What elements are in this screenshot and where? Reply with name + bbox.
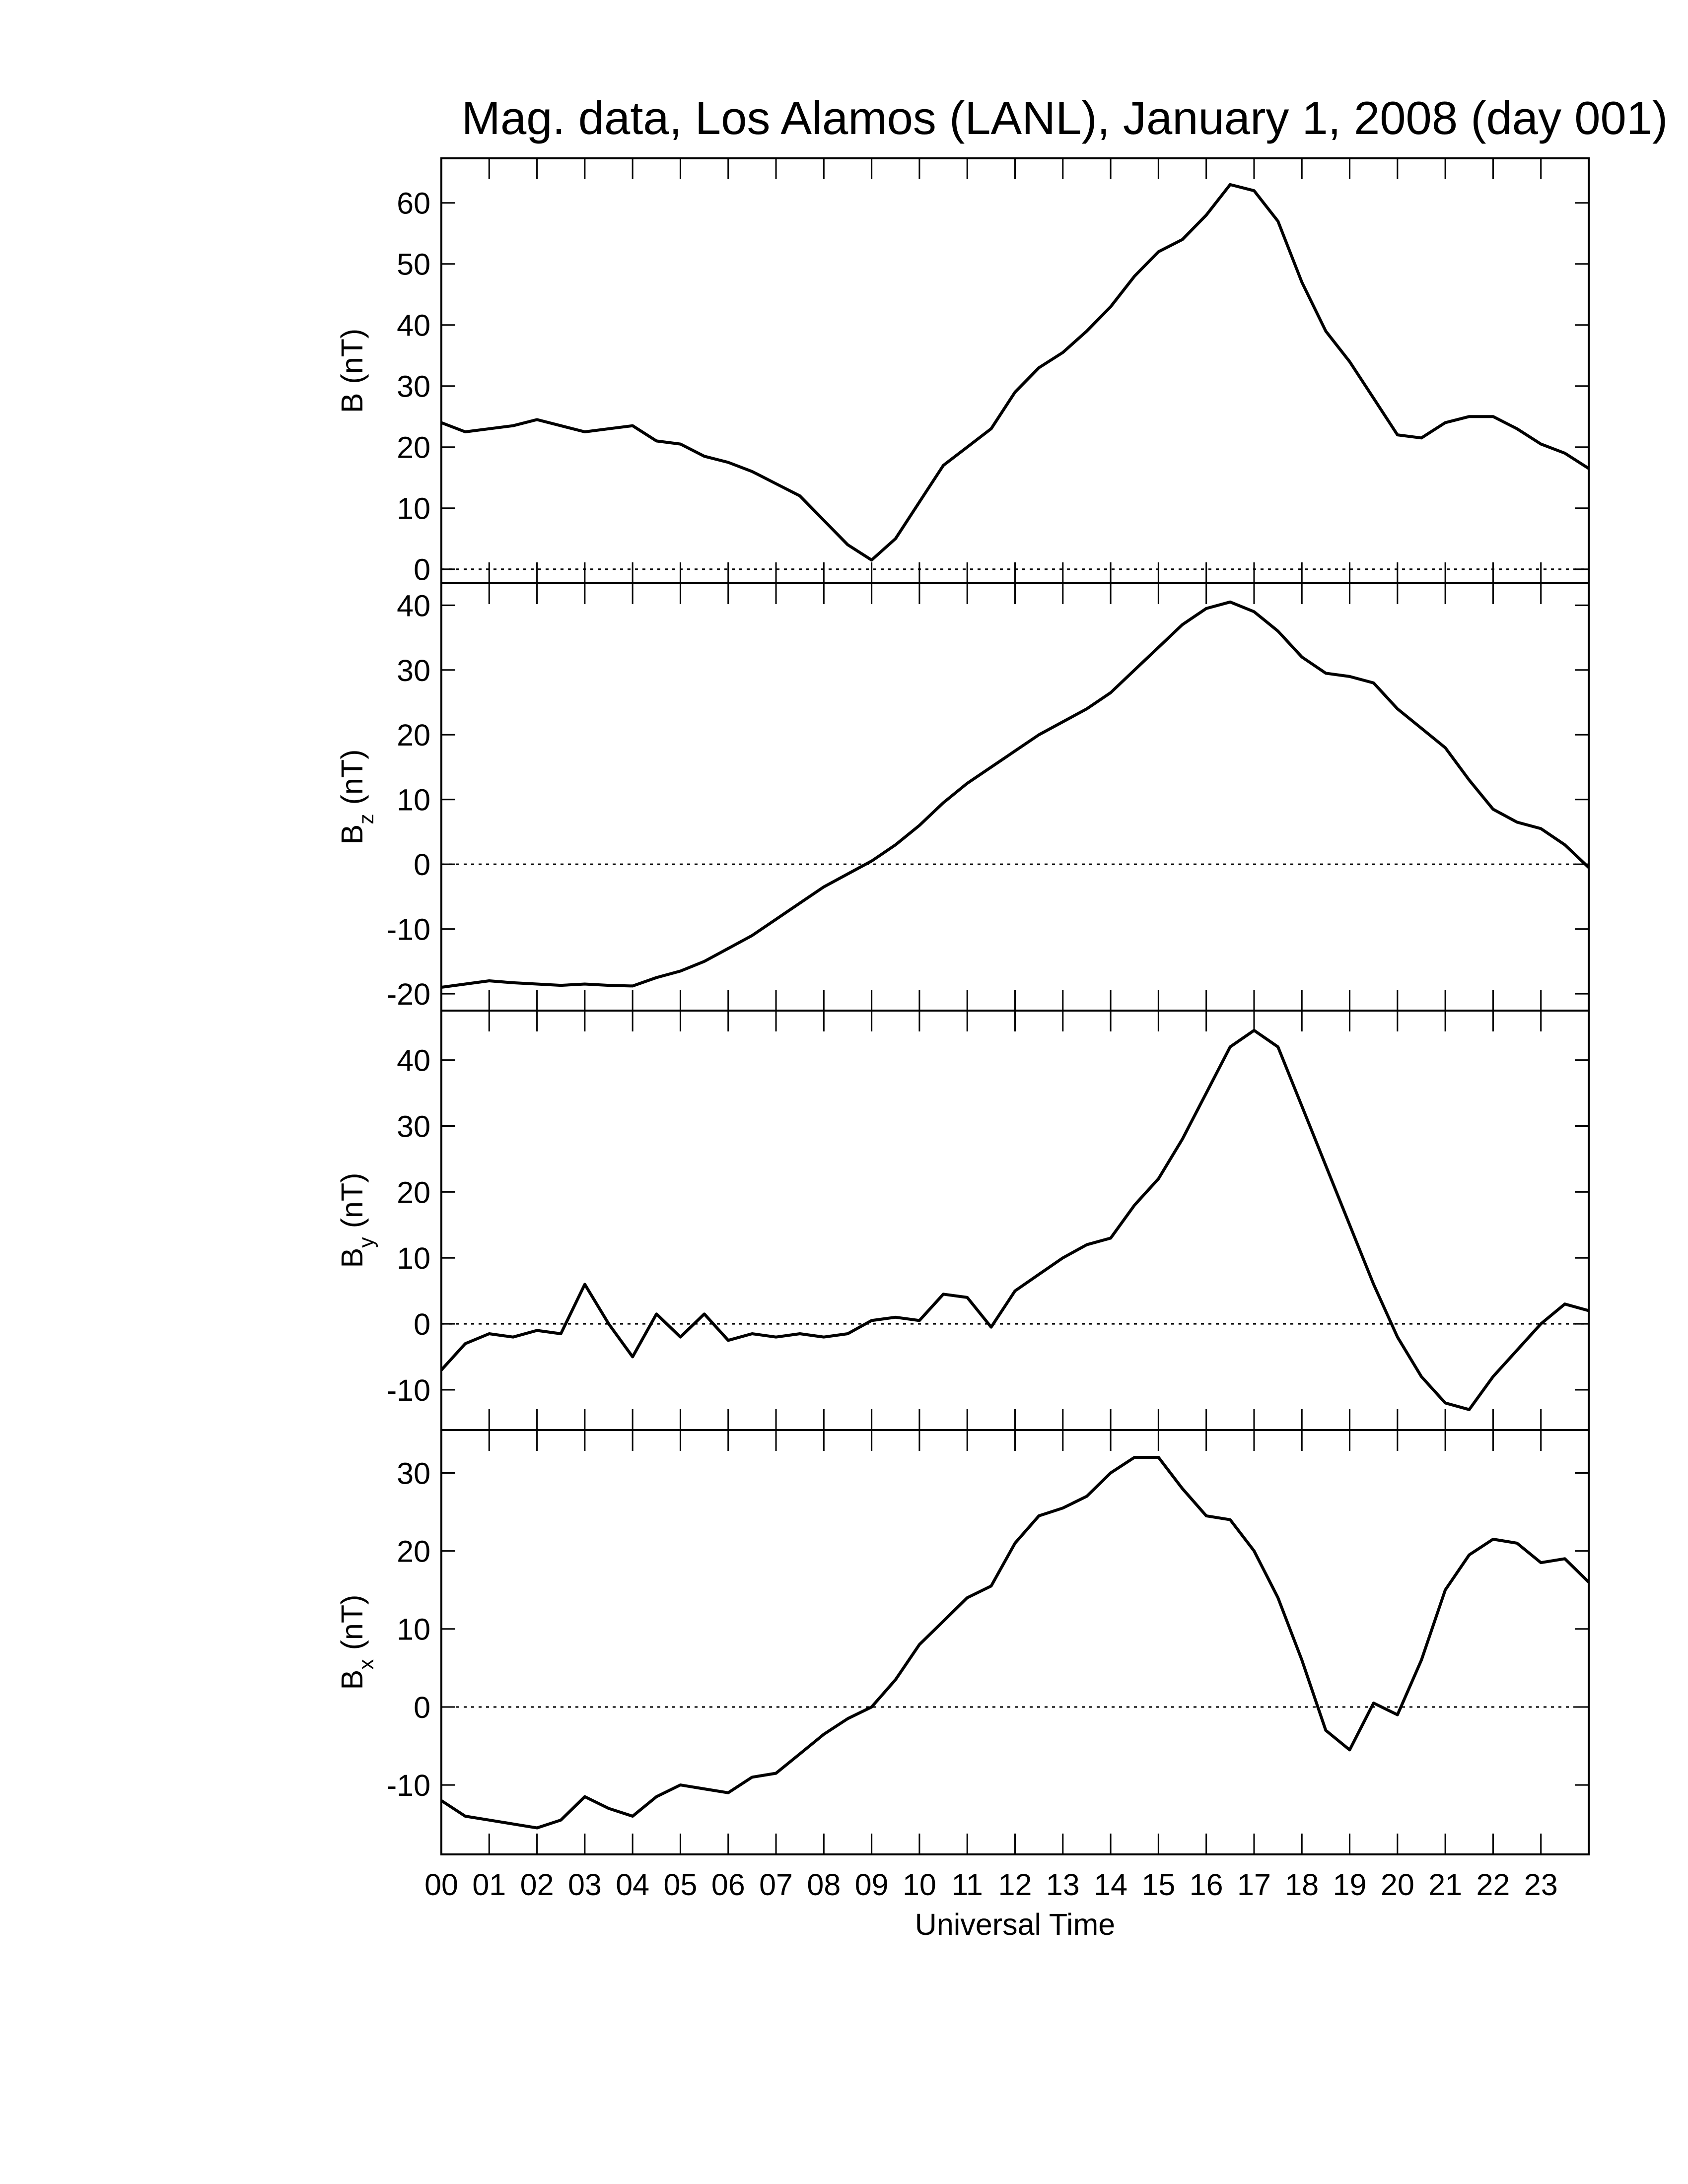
- y-tick-label: 30: [397, 654, 430, 687]
- y-axis-label-sub: z: [354, 814, 378, 824]
- y-tick-label: 0: [414, 1691, 430, 1724]
- y-tick-label: -10: [387, 913, 430, 947]
- plot-frame: [440, 157, 1590, 584]
- x-tick-label: 01: [472, 1868, 506, 1902]
- y-axis-label: Bx (nT): [335, 1595, 378, 1690]
- x-tick-label: 02: [520, 1868, 554, 1902]
- x-tick-label: 14: [1094, 1868, 1127, 1902]
- x-tick-label: 15: [1141, 1868, 1175, 1902]
- y-tick-label: -20: [387, 977, 430, 1011]
- y-axis-label-base: B: [335, 1248, 369, 1268]
- x-tick-label: 08: [807, 1868, 841, 1902]
- x-tick-label: 00: [424, 1868, 458, 1902]
- y-tick-label: -10: [387, 1373, 430, 1407]
- y-tick-label: 10: [397, 492, 430, 526]
- x-tick-label: 07: [759, 1868, 793, 1902]
- x-tick-label: 12: [998, 1868, 1032, 1902]
- y-tick-label: 0: [414, 553, 430, 587]
- y-tick-label: 10: [397, 1613, 430, 1646]
- y-tick-label: 40: [397, 589, 430, 622]
- chart-title: Mag. data, Los Alamos (LANL), January 1,…: [462, 92, 1668, 144]
- y-tick-label: 20: [397, 431, 430, 465]
- x-tick-label: 21: [1428, 1868, 1462, 1902]
- y-axis-label-unit: (nT): [335, 329, 369, 384]
- plot-frame: [440, 582, 1590, 1012]
- y-axis-label: By (nT): [335, 1173, 378, 1268]
- x-tick-label: 19: [1333, 1868, 1367, 1902]
- x-tick-label: 10: [903, 1868, 936, 1902]
- y-axis-label: B (nT): [335, 329, 369, 413]
- y-tick-label: 20: [397, 718, 430, 752]
- y-tick-label: 40: [397, 1044, 430, 1078]
- x-tick-label: 04: [616, 1868, 649, 1902]
- y-axis-label-unit: (nT): [335, 750, 369, 805]
- y-tick-label: 0: [414, 1307, 430, 1341]
- y-tick-label: 60: [397, 187, 430, 220]
- y-tick-label: 30: [397, 1456, 430, 1490]
- x-tick-label: 09: [855, 1868, 889, 1902]
- x-tick-label: 13: [1046, 1868, 1080, 1902]
- y-axis-label-sub: y: [354, 1237, 378, 1248]
- x-tick-label: 23: [1524, 1868, 1558, 1902]
- data-line: [440, 183, 1590, 562]
- y-axis-label-unit: (nT): [335, 1595, 369, 1650]
- y-tick-label: 30: [397, 370, 430, 404]
- data-line: [441, 600, 1590, 989]
- x-tick-label: 22: [1476, 1868, 1510, 1902]
- y-axis-label-unit: (nT): [335, 1173, 369, 1228]
- x-tick-label: 17: [1237, 1868, 1271, 1902]
- y-tick-label: 10: [397, 1241, 430, 1275]
- x-tick-label: 03: [568, 1868, 602, 1902]
- x-tick-label: 20: [1381, 1868, 1414, 1902]
- x-tick-label: 05: [664, 1868, 698, 1902]
- y-axis-label-sub: x: [354, 1659, 378, 1669]
- plot-frame: [440, 1429, 1590, 1855]
- y-tick-label: 40: [397, 309, 430, 342]
- data-line: [440, 1028, 1589, 1411]
- y-tick-label: 20: [397, 1535, 430, 1569]
- data-line: [440, 1456, 1590, 1830]
- y-tick-label: -10: [387, 1769, 430, 1802]
- x-tick-label: 06: [711, 1868, 745, 1902]
- y-tick-label: 30: [397, 1109, 430, 1143]
- y-tick-label: 20: [397, 1175, 430, 1209]
- y-axis-label-base: B: [335, 824, 369, 845]
- x-tick-label: 16: [1190, 1868, 1223, 1902]
- y-tick-label: 0: [414, 848, 430, 882]
- y-tick-label: 50: [397, 248, 430, 281]
- y-axis-label: Bz (nT): [335, 750, 378, 845]
- x-axis-label: Universal Time: [915, 1908, 1115, 1941]
- y-tick-label: 10: [397, 783, 430, 817]
- x-tick-label: 11: [952, 1868, 983, 1902]
- y-axis-label-base: B: [335, 1670, 369, 1690]
- x-tick-label: 18: [1285, 1868, 1319, 1902]
- y-axis-label-base: B: [335, 393, 369, 413]
